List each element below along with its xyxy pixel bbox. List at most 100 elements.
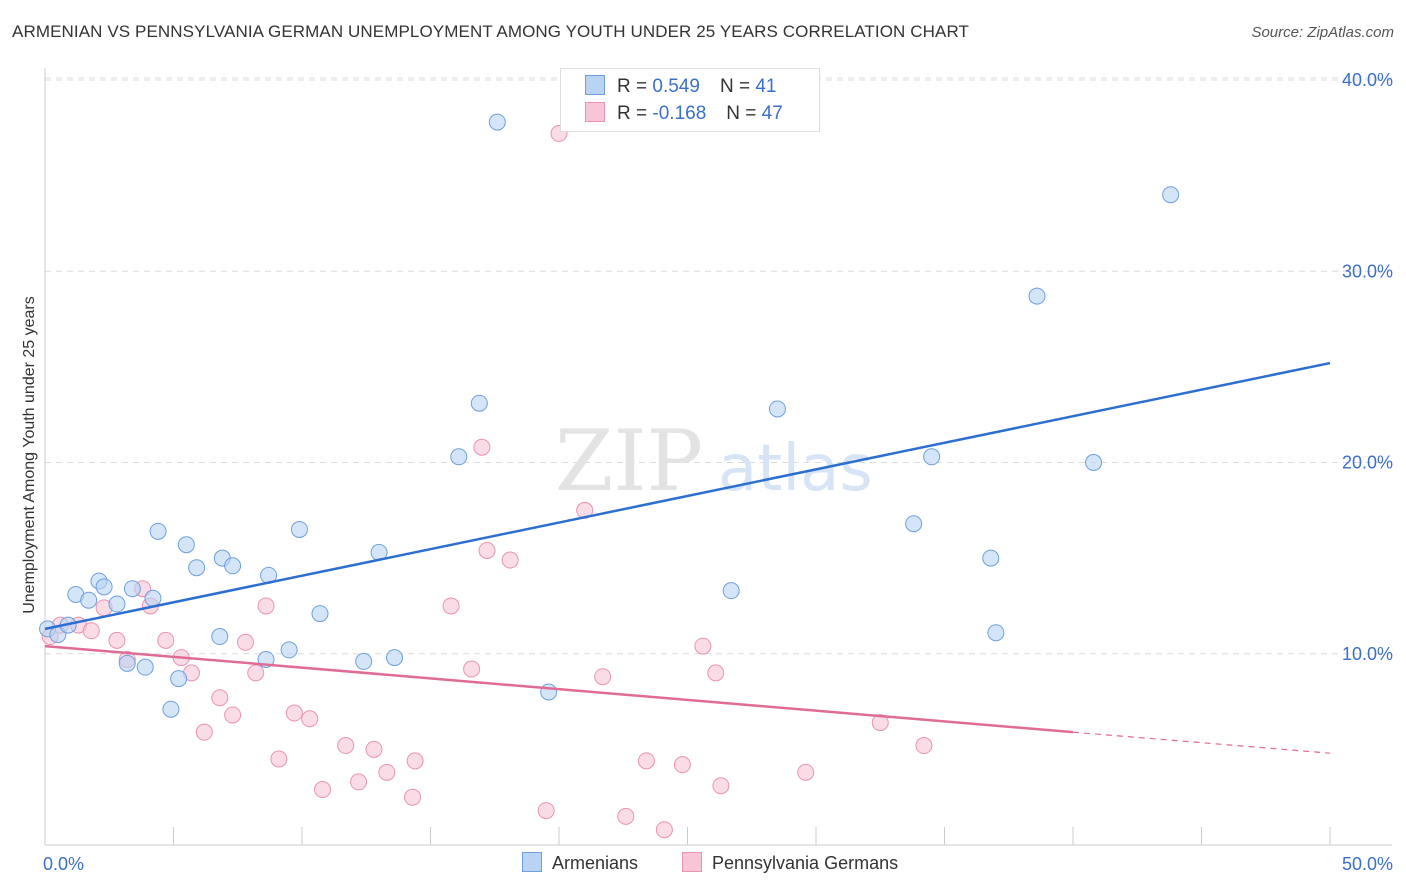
penn-german-point [211,689,229,707]
penn-german-point [257,597,275,615]
penn-german-point [337,737,355,755]
armenian-point [162,700,180,718]
armenians-trend-line [44,361,1331,631]
penn-german-point [195,723,213,741]
armenian-point [123,580,141,598]
source-label: Source: ZipAtlas.com [1251,24,1394,41]
armenian-point [311,605,329,623]
correlation-legend: R = 0.549 N = 41 R = -0.168 N = 47 [560,68,820,132]
penn-germans-swatch [585,102,605,122]
penn-germans-swatch [682,852,702,872]
penn-german-point [871,714,889,732]
gridlines [45,77,1392,655]
armenian-point [290,520,308,538]
armenian-point [450,448,468,466]
tick-labels: 10.0% 20.0% 30.0% 40.0% 0.0% 50.0% [43,70,1393,874]
armenian-point [488,113,506,131]
armenians-n-value: 41 [755,76,777,97]
penn-german-point [314,781,332,799]
armenians-swatch [522,852,542,872]
penn-german-point [501,551,519,569]
penn-german-point [712,777,730,795]
penn-german-point [655,821,673,839]
r-label: R = [617,76,648,97]
armenian-point [987,624,1005,642]
r-label: R = [617,103,648,124]
axes [44,68,1392,846]
penn-german-point [637,752,655,770]
armenians-legend-label: Armenians [552,853,639,873]
armenian-point [95,578,113,596]
penn-german-point [707,664,725,682]
armenian-point [280,641,298,659]
n-label: N = [719,76,751,97]
armenian-point [923,448,941,466]
y-tick-label: 40.0% [1342,70,1393,90]
penn-german-point [617,807,635,825]
armenian-point [470,394,488,412]
bottom-legend-armenians: Armenians [522,852,638,874]
x-tick-label: 50.0% [1342,854,1393,874]
armenian-point [177,536,195,554]
armenian-point [170,670,188,688]
armenian-point [355,652,373,670]
armenian-point [1028,287,1046,305]
armenian-point [386,649,404,667]
armenian-point [905,515,923,533]
armenian-point [149,522,167,540]
armenian-point [982,549,1000,567]
legend-row-penn-germans: R = -0.168 N = 47 [585,102,783,125]
penn-german-point [365,740,383,758]
penn-german-point [247,664,265,682]
y-tick-label: 30.0% [1342,261,1393,281]
armenian-point [722,582,740,600]
legend-row-armenians: R = 0.549 N = 41 [585,75,776,98]
penn-german-point [442,597,460,615]
penn-german-point [301,710,319,728]
penn-german-point [82,622,100,640]
penn-german-point [285,704,303,722]
penn-germans-n-value: 47 [761,103,783,124]
penn-germans-legend-label: Pennsylvania Germans [712,853,899,873]
armenian-point [80,591,98,609]
penn-german-point [270,750,288,768]
penn-german-point [473,438,491,456]
penn-german-point [157,631,175,649]
x-tick-label: 0.0% [43,854,84,874]
armenian-point [118,654,136,672]
penn-german-point [478,541,496,559]
armenian-point [1085,454,1103,471]
penn-german-point [224,706,242,724]
penn-german-point [406,752,424,770]
penn-german-point [694,637,712,655]
penn-germans-r-value: -0.168 [652,103,707,124]
penn-german-points [41,125,933,839]
penn-german-point [350,773,368,791]
penn-german-point [915,737,933,755]
watermark-atlas: atlas [718,432,873,506]
trend-lines [44,361,1331,754]
y-tick-label: 10.0% [1342,644,1393,664]
penn-german-point [673,756,691,774]
penn-german-point [404,788,422,806]
armenian-point [211,628,229,646]
bottom-legend-penn-germans: Pennsylvania Germans [682,852,898,874]
armenians-r-value: 0.549 [652,76,700,97]
penn-germans-trend-line [44,644,1074,734]
armenian-point [768,400,786,418]
n-label: N = [726,103,757,124]
y-tick-label: 20.0% [1342,453,1393,473]
chart-title: ARMENIAN VS PENNSYLVANIA GERMAN UNEMPLOY… [12,22,969,41]
armenian-point [108,595,126,613]
armenian-point [136,658,154,676]
penn-german-point [537,802,555,820]
penn-german-point [463,660,481,678]
armenian-point [1162,186,1180,204]
penn-german-point [797,763,815,781]
armenian-point [144,589,162,607]
armenian-point [540,683,558,701]
armenian-point [224,557,242,575]
watermark: ZIP atlas [555,412,873,510]
penn-germans-trend-extension [1072,731,1331,754]
